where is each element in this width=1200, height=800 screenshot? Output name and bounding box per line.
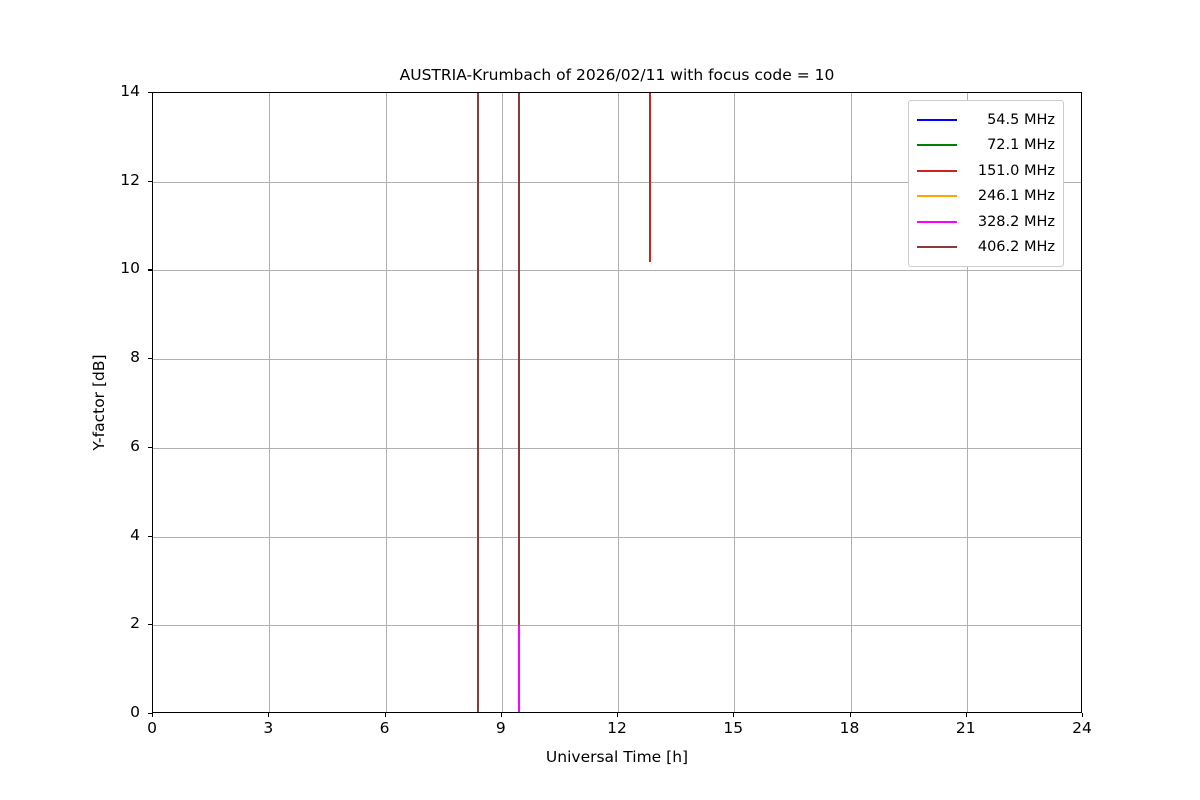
- legend-item[interactable]: 72.1 MHz: [917, 133, 1055, 159]
- data-series-line: [648, 93, 651, 262]
- data-series-line: [517, 93, 521, 626]
- legend-color-swatch: [917, 144, 957, 147]
- x-tick-mark: [384, 713, 386, 717]
- x-tick-label: 18: [839, 719, 860, 737]
- gridline-horizontal: [153, 536, 1081, 538]
- x-tick-mark: [1082, 713, 1084, 717]
- legend-item[interactable]: 151.0 MHz: [917, 158, 1055, 184]
- gridline-vertical: [385, 93, 387, 712]
- legend-item[interactable]: 328.2 MHz: [917, 209, 1055, 235]
- x-tick-mark: [152, 713, 154, 717]
- legend-item[interactable]: 406.2 MHz: [917, 235, 1055, 261]
- x-tick-label: 15: [723, 719, 744, 737]
- legend-item[interactable]: 54.5 MHz: [917, 107, 1055, 133]
- y-tick-mark: [148, 535, 152, 537]
- legend-color-swatch: [917, 220, 957, 223]
- data-series-line: [476, 93, 479, 712]
- x-tick-label: 21: [955, 719, 976, 737]
- legend-item-label: 328.2 MHz: [977, 213, 1055, 230]
- gridline-horizontal: [153, 625, 1081, 627]
- legend-item-label: 151.0 MHz: [977, 162, 1055, 179]
- gridline-vertical: [850, 93, 852, 712]
- y-tick-label: 0: [130, 703, 140, 721]
- x-tick-label: 6: [379, 719, 390, 737]
- gridline-vertical: [966, 93, 968, 712]
- x-tick-mark: [268, 713, 270, 717]
- legend-color-swatch: [917, 169, 957, 172]
- legend-color-swatch: [917, 118, 957, 121]
- gridline-vertical: [618, 93, 619, 712]
- legend-item[interactable]: 246.1 MHz: [917, 184, 1055, 210]
- x-tick-mark: [617, 713, 619, 717]
- legend-item-label: 54.5 MHz: [987, 111, 1055, 128]
- x-tick-label: 24: [1072, 719, 1092, 737]
- y-tick-mark: [148, 358, 152, 360]
- y-tick-label: 2: [130, 614, 140, 633]
- y-tick-mark: [148, 269, 152, 271]
- y-tick-mark: [148, 713, 152, 715]
- chart-title: AUSTRIA-Krumbach of 2026/02/11 with focu…: [399, 66, 835, 84]
- y-tick-label: 14: [120, 82, 140, 100]
- x-axis-label: Universal Time [h]: [545, 748, 689, 766]
- gridline-horizontal: [153, 270, 1081, 272]
- data-series-line: [517, 625, 521, 712]
- x-tick-mark: [733, 713, 735, 717]
- legend-item-label: 406.2 MHz: [977, 239, 1055, 256]
- y-tick-mark: [148, 624, 152, 626]
- y-tick-label: 12: [120, 170, 140, 189]
- y-tick-mark: [148, 446, 152, 449]
- y-tick-mark: [148, 180, 152, 182]
- gridline-horizontal: [153, 359, 1081, 361]
- gridline-vertical: [734, 93, 736, 712]
- gridline-vertical: [269, 93, 271, 712]
- y-tick-label: 6: [130, 436, 140, 455]
- x-tick-mark: [849, 713, 851, 717]
- y-tick-label: 4: [130, 525, 140, 544]
- gridline-horizontal: [153, 447, 1081, 449]
- x-tick-label: 9: [495, 719, 506, 737]
- legend-item-label: 72.1 MHz: [987, 137, 1055, 154]
- x-tick-mark: [500, 713, 502, 717]
- x-tick-label: 12: [607, 719, 627, 737]
- x-tick-mark: [965, 713, 967, 717]
- y-tick-label: 8: [130, 348, 140, 367]
- gridline-horizontal: [153, 181, 1081, 183]
- legend-color-swatch: [917, 246, 957, 249]
- x-tick-label: 0: [147, 719, 157, 737]
- x-tick-label: 3: [263, 719, 274, 737]
- legend-color-swatch: [917, 195, 957, 198]
- y-axis-label: Y-factor [dB]: [90, 354, 108, 451]
- y-tick-label: 10: [120, 259, 140, 278]
- y-tick-mark: [148, 92, 152, 94]
- legend-item-label: 246.1 MHz: [977, 188, 1055, 205]
- chart-legend: 54.5 MHz 72.1 MHz 151.0 MHz 246.1 MHz 328.2 …: [908, 100, 1064, 267]
- gridline-vertical: [501, 93, 503, 712]
